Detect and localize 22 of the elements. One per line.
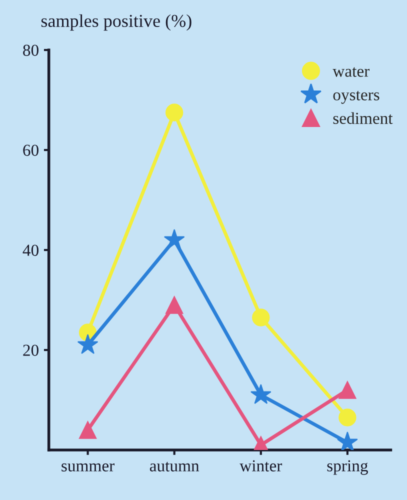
- point: [77, 334, 98, 354]
- point: [250, 384, 272, 404]
- point: [165, 104, 184, 122]
- x-tick-label: spring: [327, 460, 368, 475]
- y-tick-label: 20: [23, 344, 38, 356]
- point: [252, 308, 270, 326]
- y-axis-title: samples positive (%): [41, 14, 192, 31]
- point: [338, 408, 356, 426]
- x-tick-label: winter: [240, 460, 282, 472]
- y-tick-label: 80: [23, 44, 38, 56]
- point: [338, 381, 356, 399]
- point: [337, 432, 358, 450]
- point: [165, 296, 184, 314]
- point: [164, 229, 185, 249]
- legend-label: sediment: [333, 112, 393, 124]
- x-tick-label: summer: [62, 463, 114, 472]
- point: [78, 421, 97, 439]
- x-tick-label: autumn: [150, 462, 200, 472]
- legend-label: oysters: [333, 90, 380, 104]
- y-tick-label: 40: [22, 244, 38, 256]
- y-tick-label: 60: [23, 144, 38, 156]
- legend-label: water: [332, 67, 370, 77]
